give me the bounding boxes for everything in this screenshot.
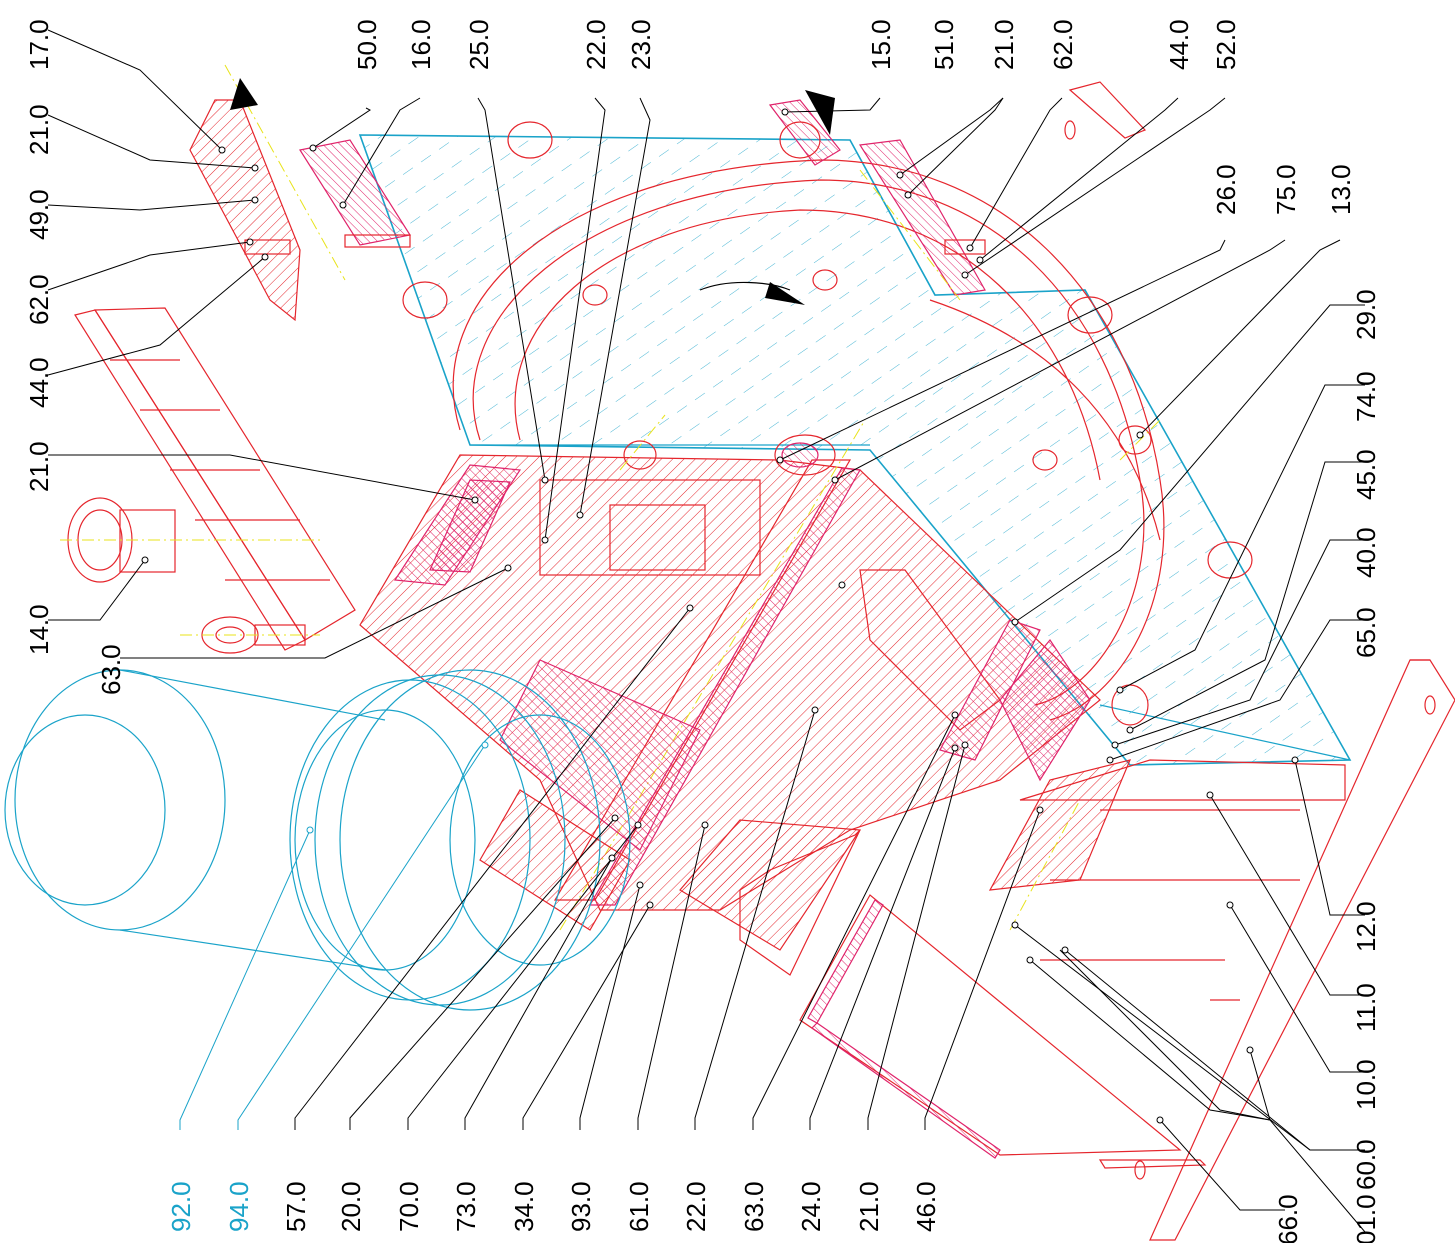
bolt-heads [402, 121, 1253, 726]
label-top-21: 21.0 [989, 19, 1019, 70]
label-right-66: 66.0 [1273, 1194, 1303, 1243]
label-top-23: 23.0 [626, 19, 656, 70]
label-top-17: 17.0 [24, 19, 54, 70]
left-frame [74, 307, 356, 651]
label-right-74: 74.0 [1351, 371, 1381, 422]
drawing-geometry [4, 64, 1455, 1241]
direction-arrowhead-icon [230, 78, 258, 110]
label-75: 75.0 [1271, 164, 1301, 215]
label-bottom-94: 94.0 [224, 1181, 254, 1232]
label-right-12: 12.0 [1351, 901, 1381, 952]
callout-labels: 17.0 50.0 16.0 25.0 22.0 23.0 15.0 51.0 … [24, 19, 1381, 1243]
label-top-51: 51.0 [929, 19, 959, 70]
label-bottom-70: 70.0 [394, 1181, 424, 1232]
label-bottom-73: 73.0 [451, 1181, 481, 1232]
label-left-21a: 21.0 [24, 104, 54, 155]
label-right-11: 11.0 [1351, 983, 1381, 1032]
label-top-44: 44.0 [1164, 19, 1194, 70]
rotation-arrowhead-icon [765, 282, 805, 305]
rotation-arrow [699, 281, 791, 291]
label-bottom-20: 20.0 [336, 1181, 366, 1232]
side-nut [60, 497, 320, 583]
label-left-14: 14.0 [24, 604, 54, 655]
hopper-chute [799, 894, 1182, 1159]
label-top-15: 15.0 [866, 19, 896, 70]
right-section [939, 619, 1132, 931]
label-left-44: 44.0 [24, 357, 54, 408]
label-top-16: 16.0 [406, 19, 436, 70]
label-bottom-92: 92.0 [166, 1181, 196, 1232]
label-right-60: 60.0 [1351, 1139, 1381, 1190]
label-right-01: 01.0 [1351, 1194, 1381, 1243]
direction-arrowhead-icon-2 [805, 90, 835, 135]
label-bottom-63: 63.0 [739, 1181, 769, 1232]
label-bottom-24: 24.0 [796, 1181, 826, 1232]
label-bottom-93: 93.0 [566, 1181, 596, 1232]
eye-bolt [180, 616, 320, 654]
label-top-22: 22.0 [581, 19, 611, 70]
label-bottom-22: 22.0 [681, 1181, 711, 1232]
label-right-65: 65.0 [1351, 607, 1381, 658]
label-left-62: 62.0 [24, 274, 54, 325]
label-right-29: 29.0 [1351, 289, 1381, 340]
label-left-21b: 21.0 [24, 441, 54, 492]
label-bottom-21: 21.0 [854, 1181, 884, 1232]
label-top-62: 62.0 [1048, 19, 1078, 70]
leader-lines [47, 29, 1366, 1233]
label-bottom-61: 61.0 [624, 1181, 654, 1232]
label-right-45: 45.0 [1351, 449, 1381, 500]
top-right-section [768, 90, 986, 301]
label-right-10: 10.0 [1351, 1059, 1381, 1110]
label-left-49: 49.0 [24, 189, 54, 240]
label-bottom-46: 46.0 [911, 1181, 941, 1232]
label-top-50: 50.0 [352, 19, 382, 70]
label-right-40: 40.0 [1351, 527, 1381, 578]
label-top-25: 25.0 [464, 19, 494, 70]
label-top-52: 52.0 [1211, 19, 1241, 70]
callout-dots [141, 108, 1299, 1124]
label-left-63: 63.0 [96, 644, 126, 695]
label-bottom-57: 57.0 [281, 1181, 311, 1232]
label-13: 13.0 [1326, 164, 1356, 215]
label-bottom-34: 34.0 [509, 1181, 539, 1232]
label-26: 26.0 [1211, 164, 1241, 215]
top-left-bracket [189, 64, 411, 322]
